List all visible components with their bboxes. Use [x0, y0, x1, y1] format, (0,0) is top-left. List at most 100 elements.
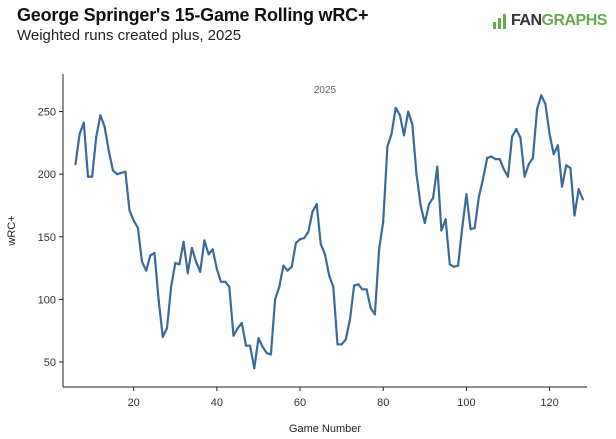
data-point	[74, 163, 77, 166]
data-point	[240, 322, 243, 325]
data-point	[378, 248, 381, 251]
data-point	[373, 313, 376, 316]
data-point	[111, 169, 114, 172]
data-point	[465, 193, 468, 196]
data-point	[116, 173, 119, 176]
data-point	[257, 337, 260, 340]
chart-title: George Springer's 15-Game Rolling wRC+	[17, 5, 369, 25]
data-point	[336, 343, 339, 346]
data-point	[195, 260, 198, 263]
data-point	[581, 198, 584, 201]
data-point	[278, 285, 281, 288]
data-point	[411, 123, 414, 126]
data-point	[286, 269, 289, 272]
data-point	[149, 254, 152, 257]
data-point	[170, 285, 173, 288]
data-point	[319, 243, 322, 246]
data-point	[332, 285, 335, 288]
data-point	[215, 268, 218, 271]
data-point	[473, 226, 476, 230]
data-point	[323, 253, 327, 256]
data-point	[136, 226, 139, 230]
data-point	[253, 367, 256, 370]
data-point	[382, 220, 385, 223]
data-point	[307, 230, 310, 233]
data-point	[531, 156, 535, 159]
y-axis-title: wRC+	[6, 215, 18, 246]
data-point	[107, 149, 110, 152]
data-point	[132, 219, 135, 222]
data-point	[161, 335, 164, 338]
data-point	[357, 283, 360, 286]
data-point	[402, 134, 406, 137]
data-point	[457, 264, 460, 267]
data-point	[82, 121, 85, 124]
x-tick-label: 40	[211, 397, 223, 409]
data-point	[165, 327, 169, 330]
data-point	[365, 288, 368, 291]
data-point	[95, 135, 98, 138]
data-point	[394, 106, 397, 109]
data-point	[236, 327, 239, 330]
x-tick-label: 60	[294, 397, 306, 409]
data-point	[523, 175, 526, 178]
data-point	[265, 352, 268, 355]
data-point	[157, 299, 160, 302]
data-point	[174, 262, 177, 265]
data-point	[477, 195, 480, 198]
y-tick-label: 100	[38, 294, 56, 306]
data-point	[506, 175, 510, 178]
data-point	[556, 144, 560, 147]
data-point	[219, 280, 223, 283]
data-point	[369, 307, 372, 310]
data-point	[432, 196, 435, 199]
data-point	[407, 110, 410, 113]
data-point	[390, 133, 393, 136]
data-point	[190, 246, 193, 250]
data-point	[315, 203, 318, 206]
data-point	[486, 156, 489, 159]
data-point	[565, 164, 568, 167]
x-tick-label: 20	[128, 397, 140, 409]
data-point	[444, 218, 447, 221]
data-point	[269, 353, 272, 356]
data-point	[515, 128, 518, 131]
data-point	[303, 236, 306, 240]
fangraphs-logo-icon	[493, 14, 506, 29]
data-point	[573, 214, 576, 217]
y-axis-ticks: 50 100 150 200 250	[38, 107, 63, 369]
data-point	[344, 338, 347, 341]
data-point	[440, 229, 443, 232]
fangraphs-logo[interactable]: FAN GRAPHS	[492, 11, 607, 31]
data-point	[153, 251, 156, 255]
data-point	[207, 253, 210, 256]
data-point	[211, 248, 214, 251]
data-point	[120, 171, 123, 174]
data-point	[290, 265, 293, 268]
data-point	[548, 133, 551, 136]
data-point	[232, 334, 235, 337]
data-point	[178, 263, 181, 266]
logo-text-fan: FAN	[511, 12, 542, 29]
y-tick-label: 200	[38, 169, 56, 181]
series-points	[74, 94, 584, 370]
x-tick-label: 100	[457, 397, 475, 409]
data-point	[249, 344, 252, 347]
data-point	[298, 238, 302, 241]
data-point	[182, 240, 185, 243]
data-point	[560, 185, 564, 188]
x-axis-title: Game Number	[289, 423, 361, 435]
data-point	[348, 318, 352, 321]
data-point	[398, 114, 401, 117]
data-point	[419, 204, 422, 207]
data-point	[261, 345, 264, 348]
data-point	[427, 203, 431, 206]
data-point	[140, 260, 144, 263]
data-point	[224, 280, 227, 283]
data-point	[91, 175, 94, 178]
data-point	[494, 158, 497, 161]
data-point	[436, 165, 439, 168]
data-point	[448, 263, 451, 266]
data-point	[415, 173, 418, 176]
data-point	[340, 343, 343, 346]
